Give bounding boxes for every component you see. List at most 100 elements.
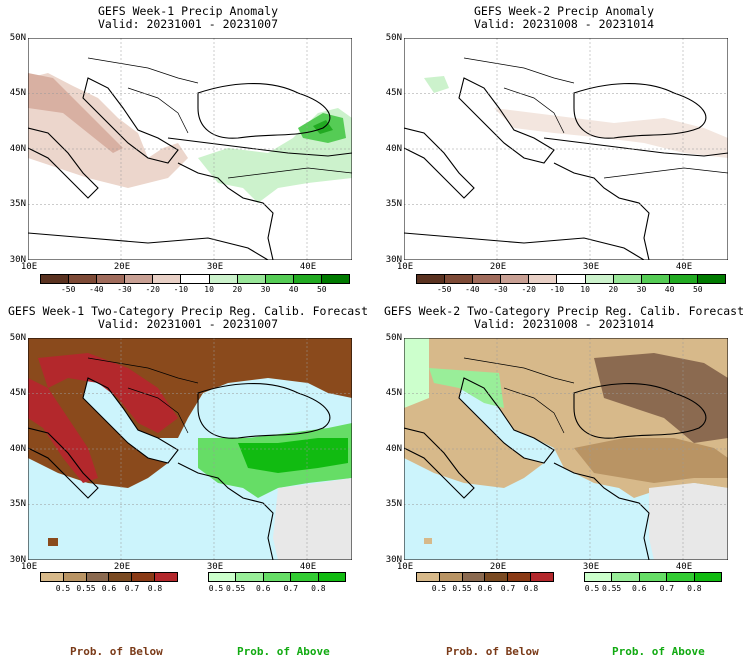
colorbar-label: 40 bbox=[288, 285, 299, 294]
lat-label: 45N bbox=[385, 388, 402, 398]
colorbar-label: 20 bbox=[232, 285, 243, 294]
colorbar-cell bbox=[612, 573, 640, 581]
coastlines bbox=[28, 377, 331, 560]
below-prob-italy bbox=[28, 378, 98, 483]
colorbar-label: 30 bbox=[260, 285, 271, 294]
colorbar-cell bbox=[69, 275, 98, 283]
coastlines bbox=[404, 377, 707, 560]
anomaly-colorbar-labels: -50 -40 -30 -20 -10 10 20 30 40 50 bbox=[416, 285, 726, 295]
colorbar-label: 0.5 bbox=[55, 584, 71, 593]
colorbar-label: -20 bbox=[521, 285, 536, 294]
lon-label: 20E bbox=[113, 262, 131, 272]
colorbar-label: -30 bbox=[117, 285, 132, 294]
above-colorbar bbox=[208, 572, 346, 582]
borders bbox=[87, 357, 199, 434]
below-colorbar bbox=[40, 572, 178, 582]
panel-valid-dates: Valid: 20231008 - 20231014 bbox=[473, 317, 654, 331]
colorbar-label: 0.5 bbox=[208, 584, 224, 593]
colorbar-cell bbox=[263, 573, 292, 581]
colorbar-label: -10 bbox=[549, 285, 565, 294]
colorbar-cell bbox=[557, 275, 586, 283]
lat-label: 50N bbox=[385, 33, 402, 43]
lat-label: 35N bbox=[385, 499, 402, 509]
map-canvas bbox=[28, 38, 352, 260]
colorbar-cell bbox=[209, 573, 237, 581]
lon-label: 10E bbox=[396, 262, 414, 272]
gridlines bbox=[28, 38, 352, 260]
lon-label: 20E bbox=[113, 562, 131, 572]
borders bbox=[463, 357, 575, 434]
footer-below-label: Prob. of Below bbox=[446, 645, 539, 658]
lon-label: 40E bbox=[675, 562, 693, 572]
colorbar-cell bbox=[321, 275, 350, 283]
above-prob-west bbox=[404, 338, 429, 408]
lon-label: 20E bbox=[489, 262, 507, 272]
colorbar-cell bbox=[613, 275, 642, 283]
colorbar-cell bbox=[109, 573, 133, 581]
colorbar-cell bbox=[153, 275, 182, 283]
lon-label: 40E bbox=[299, 562, 317, 572]
gridlines bbox=[404, 38, 728, 260]
lon-label: 40E bbox=[675, 262, 693, 272]
dry-anomaly-core bbox=[28, 73, 123, 153]
wet-anomaly-area bbox=[424, 76, 449, 93]
borders bbox=[87, 57, 352, 179]
below-prob-high bbox=[38, 353, 178, 433]
colorbar-label: 10 bbox=[580, 285, 590, 294]
colorbar-label: 0.55 bbox=[452, 584, 472, 593]
colorbar-label: 50 bbox=[692, 285, 703, 294]
lat-label: 50N bbox=[9, 33, 26, 43]
colorbar-label: -20 bbox=[145, 285, 160, 294]
colorbar-cell bbox=[41, 573, 64, 581]
panel-title: GEFS Week-2 Two-Category Precip Reg. Cal… bbox=[383, 304, 745, 318]
panel-valid-dates: Valid: 20231001 - 20231007 bbox=[97, 17, 278, 31]
colorbar-cell bbox=[41, 275, 70, 283]
colorbar-cell bbox=[181, 275, 210, 283]
lat-label: 30N bbox=[385, 255, 402, 265]
colorbar-cell bbox=[291, 573, 319, 581]
below-prob-spot bbox=[48, 538, 58, 546]
colorbar-label: 0.7 bbox=[659, 584, 675, 593]
colorbar-label: -50 bbox=[436, 285, 452, 294]
lat-label: 45N bbox=[9, 388, 26, 398]
map-canvas bbox=[404, 338, 728, 560]
no-signal-land bbox=[273, 478, 352, 560]
colorbar-label: 0.8 bbox=[311, 584, 326, 593]
colorbar-label: 0.55 bbox=[76, 584, 96, 593]
colorbar-label: 0.7 bbox=[500, 584, 516, 593]
colorbar-cell bbox=[445, 275, 474, 283]
above-colorbar-labels: 0.5 0.55 0.6 0.7 0.8 bbox=[208, 584, 346, 594]
footer-below-label: Prob. of Below bbox=[70, 645, 163, 658]
colorbar-cell bbox=[694, 573, 722, 581]
below-prob-spot bbox=[424, 538, 432, 544]
above-prob-balkans bbox=[429, 368, 504, 408]
colorbar-cell bbox=[417, 275, 446, 283]
colorbar-cell bbox=[669, 275, 698, 283]
colorbar-label: 0.8 bbox=[147, 584, 163, 593]
lat-label: 35N bbox=[385, 199, 402, 209]
map-canvas bbox=[404, 38, 728, 260]
colorbar-cell bbox=[318, 573, 346, 581]
colorbar-label: 0.8 bbox=[523, 584, 539, 593]
colorbar-label: 0.8 bbox=[687, 584, 702, 593]
colorbar-cell bbox=[417, 573, 440, 581]
colorbar-label: -40 bbox=[465, 285, 480, 294]
colorbar-cell bbox=[63, 573, 87, 581]
colorbar-cell bbox=[473, 275, 502, 283]
colorbar-cell bbox=[155, 573, 177, 581]
lat-label: 40N bbox=[9, 444, 26, 454]
colorbar-cell bbox=[531, 573, 553, 581]
anomaly-map-week1 bbox=[28, 38, 352, 260]
colorbar-label: 0.5 bbox=[431, 584, 447, 593]
colorbar-cell bbox=[462, 573, 486, 581]
footer-above-label: Prob. of Above bbox=[612, 645, 705, 658]
colorbar-cell bbox=[265, 275, 294, 283]
panel-week2-probability: GEFS Week-2 Two-Category Precip Reg. Cal… bbox=[376, 300, 752, 600]
coastlines bbox=[404, 77, 728, 260]
panel-week2-anomaly: GEFS Week-2 Precip Anomaly Valid: 202310… bbox=[376, 0, 752, 300]
lon-label: 20E bbox=[489, 562, 507, 572]
below-prob-north bbox=[594, 353, 728, 443]
lon-label: 10E bbox=[20, 562, 38, 572]
colorbar-cell bbox=[585, 573, 613, 581]
lon-label: 40E bbox=[299, 262, 317, 272]
